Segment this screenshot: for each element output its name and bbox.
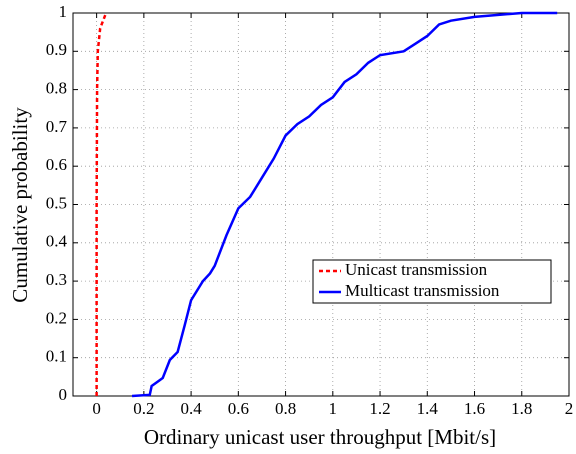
y-tick-label: 0.8 (46, 79, 67, 98)
x-tick-label: 0 (92, 399, 101, 418)
x-tick-label: 1 (329, 399, 338, 418)
plot-frame (72, 12, 570, 397)
y-tick-label: 0.9 (46, 40, 67, 59)
x-tick-label: 1.2 (369, 399, 390, 418)
y-tick-label: 0 (59, 385, 68, 404)
line-series (95, 12, 108, 396)
y-tick-label: 0.6 (46, 155, 67, 174)
y-tick-label: 0.1 (46, 347, 67, 366)
y-axis-label: Cumulative probability (8, 107, 32, 303)
line-series (131, 11, 558, 398)
y-tick-label: 1 (59, 2, 68, 21)
y-tick-label: 0.3 (46, 270, 67, 289)
y-tick-label: 0.2 (46, 308, 67, 327)
x-tick-label: 0.6 (228, 399, 249, 418)
y-tick-label: 0.7 (46, 117, 68, 136)
x-tick-label: 2 (565, 399, 574, 418)
legend-box (312, 259, 552, 304)
x-tick-label: 0.8 (275, 399, 296, 418)
x-tick-label: 0.4 (180, 399, 202, 418)
x-tick-label: 1.6 (464, 399, 485, 418)
x-tick-label: 1.8 (511, 399, 532, 418)
x-axis-label: Ordinary unicast user throughput [Mbit/s… (144, 425, 496, 449)
x-tick-label: 1.4 (417, 399, 439, 418)
legend-label: Unicast transmission (345, 260, 488, 279)
y-tick-label: 0.4 (46, 232, 68, 251)
x-tick-label: 0.2 (133, 399, 154, 418)
legend-label: Multicast transmission (345, 281, 500, 300)
y-tick-label: 0.5 (46, 193, 67, 212)
